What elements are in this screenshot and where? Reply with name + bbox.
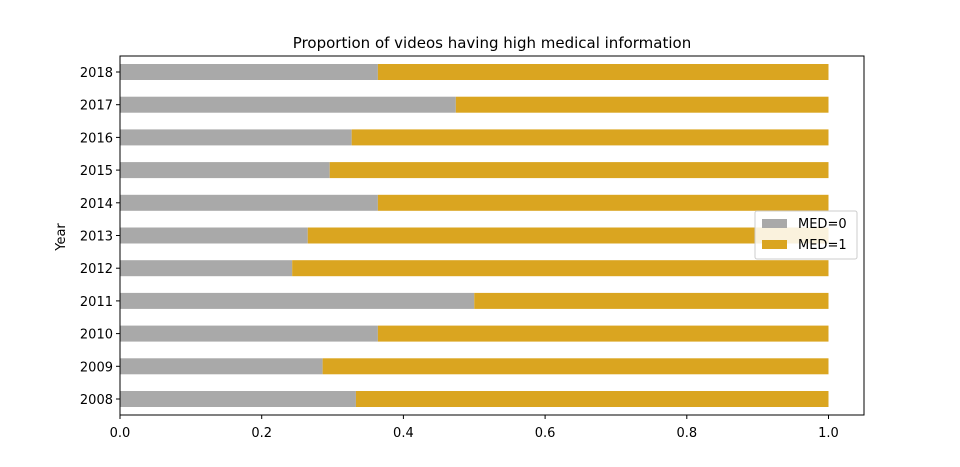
legend-label-med0: MED=0 — [798, 217, 847, 232]
bar-med1-2017 — [455, 96, 829, 113]
x-tick-label-0.8: 0.8 — [676, 426, 697, 441]
y-tick-label-2013: 2013 — [80, 230, 113, 245]
y-axis-label: Year — [54, 223, 69, 252]
bar-med1-2016 — [351, 129, 829, 146]
bar-med1-2008 — [355, 391, 829, 407]
x-tick-label-0.2: 0.2 — [251, 426, 272, 441]
bar-med0-2018 — [120, 64, 378, 80]
bar-med0-2013 — [120, 227, 308, 244]
bar-med0-2016 — [120, 129, 352, 146]
x-ticks: 0.0 0.2 0.4 0.6 0.8 1.0 — [110, 415, 839, 441]
x-tick-label-0.4: 0.4 — [393, 426, 414, 441]
y-tick-label-2014: 2014 — [80, 197, 113, 212]
legend: MED=0 MED=1 — [754, 210, 858, 260]
bar-med0-2015 — [120, 162, 330, 179]
bar-med0-2017 — [120, 96, 456, 113]
y-tick-label-2012: 2012 — [80, 262, 113, 277]
chart-title: Proportion of videos having high medical… — [293, 34, 691, 52]
x-tick-label-0.0: 0.0 — [110, 426, 131, 441]
y-tick-label-2011: 2011 — [80, 295, 113, 310]
bar-med1-2012 — [292, 260, 829, 277]
y-tick-label-2017: 2017 — [80, 99, 113, 114]
y-tick-label-2009: 2009 — [80, 360, 113, 375]
y-tick-label-2016: 2016 — [80, 131, 113, 146]
bar-med1-2011 — [474, 292, 829, 309]
bar-med0-2012 — [120, 260, 293, 277]
bar-med0-2014 — [120, 194, 378, 211]
x-tick-label-1.0: 1.0 — [818, 426, 839, 441]
x-tick-label-0.6: 0.6 — [535, 426, 556, 441]
bar-med1-2010 — [377, 325, 829, 342]
bar-med1-2014 — [377, 194, 829, 211]
bar-med0-2009 — [120, 358, 323, 375]
y-tick-label-2015: 2015 — [80, 164, 113, 179]
bar-med0-2008 — [120, 391, 356, 407]
bar-med1-2009 — [322, 358, 829, 375]
y-tick-label-2010: 2010 — [80, 328, 113, 343]
bars-group — [120, 64, 829, 407]
y-tick-label-2008: 2008 — [80, 393, 113, 408]
bar-med0-2010 — [120, 325, 378, 342]
legend-label-med1: MED=1 — [798, 238, 847, 253]
legend-swatch-med1 — [762, 240, 787, 249]
bar-med1-2015 — [329, 162, 829, 179]
bar-med1-2013 — [307, 227, 829, 244]
y-tick-label-2018: 2018 — [80, 66, 113, 81]
bar-med1-2018 — [377, 64, 829, 80]
bar-med0-2011 — [120, 292, 475, 309]
legend-swatch-med0 — [762, 219, 787, 228]
y-ticks: 2008 2009 2010 2011 2012 2013 2014 2015 2016 2017… — [80, 66, 120, 408]
